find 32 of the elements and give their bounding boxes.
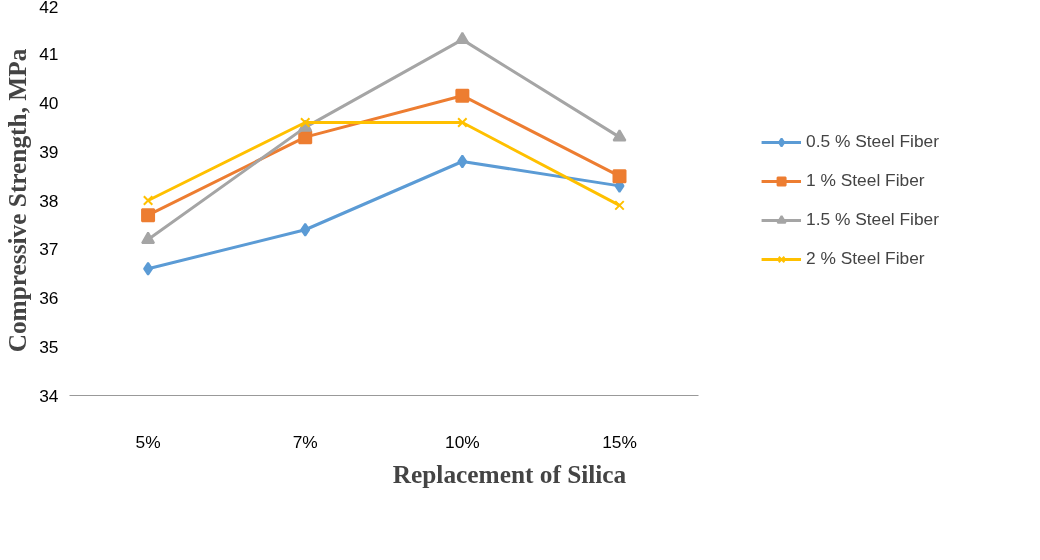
y-tick-label: 38: [39, 190, 59, 211]
point: [141, 208, 156, 223]
x-tick-label: 7%: [292, 431, 318, 452]
y-tick-label: 36: [39, 288, 59, 308]
point: [455, 88, 470, 103]
y-tick-label: 37: [39, 239, 59, 260]
legend-label: 2 % Steel Fiber: [806, 248, 925, 269]
legend-label: 1.5 % Steel Fiber: [806, 209, 939, 230]
point: [612, 129, 627, 142]
point: [614, 200, 625, 211]
y-tick-label: 34: [39, 385, 59, 406]
legend-label: 1 % Steel Fiber: [806, 170, 925, 191]
point: [142, 195, 154, 206]
point: [300, 222, 311, 237]
point: [612, 169, 627, 184]
x-axis-title: Replacement of Silica: [392, 459, 627, 488]
point: [143, 261, 154, 276]
x-tick-label: 10%: [445, 431, 480, 452]
legend-label: 0.5 % Steel Fiber: [806, 131, 939, 152]
point: [457, 154, 468, 169]
y-tick-label: 39: [39, 141, 59, 162]
x-tick-label: 15%: [602, 431, 637, 452]
x-tick-label: 5%: [135, 431, 161, 452]
y-tick-label: 35: [39, 336, 59, 357]
point: [299, 117, 311, 128]
y-axis-title: Compressive Strength, MPa: [3, 48, 32, 353]
point: [455, 31, 470, 45]
y-tick-label: 41: [39, 44, 59, 65]
y-tick-label: 42: [39, 0, 59, 17]
point: [141, 231, 156, 244]
y-tick-label: 40: [39, 93, 59, 113]
point: [457, 117, 468, 128]
